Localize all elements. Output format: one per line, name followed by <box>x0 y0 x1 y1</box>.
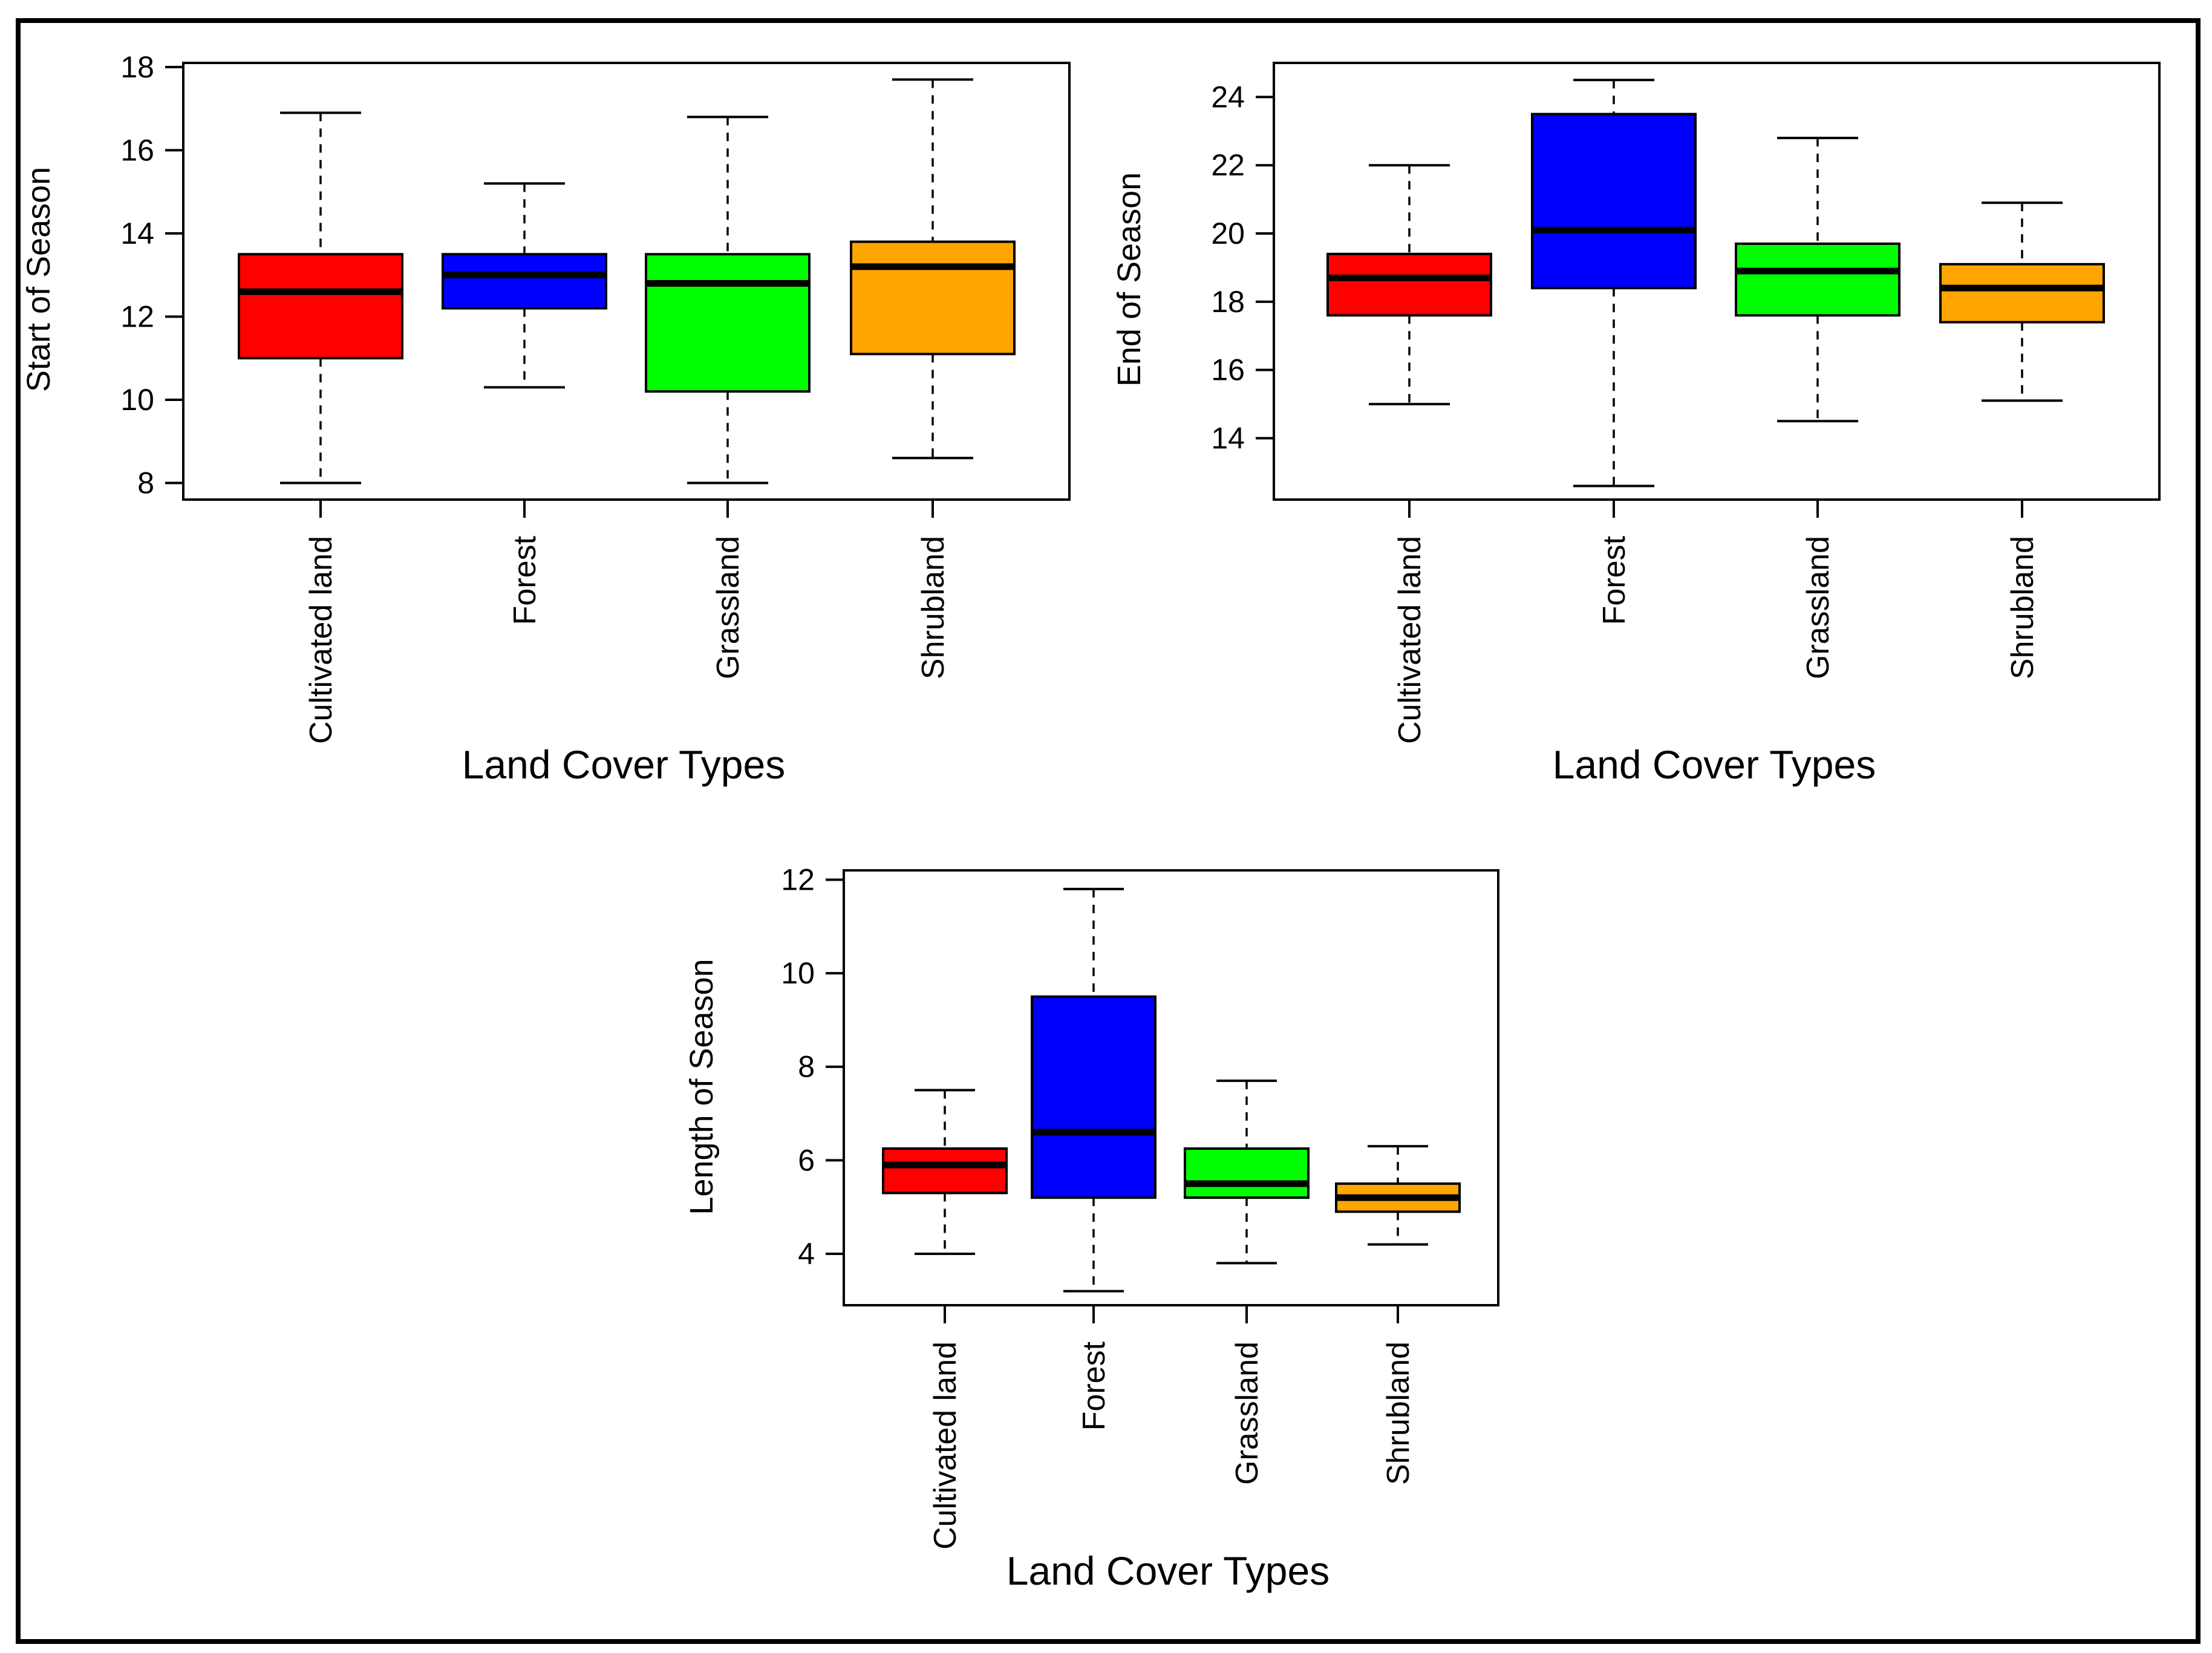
box-forest: Forest <box>1531 79 1697 625</box>
y-axis-title: End of Season <box>1111 172 1147 386</box>
x-category-label: Cultivated land <box>928 1342 963 1550</box>
iqr-box <box>882 1147 1008 1195</box>
x-category-label: Forest <box>1077 1341 1112 1430</box>
iqr-box <box>1735 242 1900 317</box>
iqr-box <box>1031 995 1157 1199</box>
y-tick-label: 18 <box>1211 285 1245 319</box>
y-axis-title: Length of Season <box>684 959 720 1214</box>
iqr-box <box>645 253 811 393</box>
x-category-label: Shrubland <box>1381 1342 1416 1485</box>
y-tick-label: 4 <box>798 1237 815 1271</box>
x-category-label: Shrubland <box>2005 536 2040 679</box>
y-tick-label: 8 <box>137 466 154 500</box>
box-cultivated-land: Cultivated land <box>882 1089 1008 1550</box>
x-axis-title: Land Cover Types <box>462 742 785 787</box>
y-tick-label: 16 <box>1211 353 1245 387</box>
panel-length-of-season: Length of Season Land Cover Types 4 6 8 10 1… <box>684 862 1499 1593</box>
iqr-box <box>238 253 403 360</box>
x-category-label: Grassland <box>711 536 746 679</box>
iqr-box <box>1939 262 2105 324</box>
x-category-label: Grassland <box>1801 536 1836 679</box>
y-tick-label: 18 <box>120 50 154 84</box>
x-category-label: Forest <box>507 535 543 625</box>
iqr-box <box>850 240 1016 356</box>
y-tick-label: 22 <box>1211 148 1245 182</box>
x-axis-title: Land Cover Types <box>1553 742 1876 787</box>
y-axis-title: Start of Season <box>21 167 57 392</box>
box-grassland: Grassland <box>1184 1079 1310 1485</box>
x-category-label: Cultivated land <box>304 536 339 744</box>
box-shrubland: Shrubland <box>850 78 1016 679</box>
box-grassland: Grassland <box>1735 137 1900 679</box>
box-forest: Forest <box>442 182 607 625</box>
box-forest: Forest <box>1031 887 1157 1430</box>
y-tick-label: 16 <box>120 133 154 167</box>
x-category-label: Shrubland <box>916 536 951 679</box>
iqr-box <box>1184 1147 1310 1199</box>
plot-frame <box>843 869 1499 1306</box>
box-cultivated-land: Cultivated land <box>1326 164 1492 744</box>
y-tick-label: 14 <box>120 217 154 250</box>
y-tick-label: 6 <box>798 1143 815 1177</box>
y-tick-label: 10 <box>120 383 154 417</box>
x-category-label: Forest <box>1597 535 1632 625</box>
iqr-box <box>1531 112 1697 290</box>
y-tick-label: 10 <box>781 956 815 990</box>
plot-frame <box>182 62 1071 501</box>
x-category-label: Cultivated land <box>1392 536 1427 744</box>
y-tick-label: 12 <box>120 299 154 333</box>
panel-start-of-season: Start of Season Land Cover Types 8 10 12 14… <box>21 50 1071 787</box>
plot-frame <box>1273 62 2161 501</box>
y-tick-label: 20 <box>1211 217 1245 250</box>
box-shrubland: Shrubland <box>1335 1145 1461 1485</box>
y-tick-label: 14 <box>1211 421 1245 455</box>
box-cultivated-land: Cultivated land <box>238 111 403 744</box>
box-shrubland: Shrubland <box>1939 201 2105 679</box>
iqr-box <box>442 253 607 310</box>
panel-end-of-season: End of Season Land Cover Types 14 16 18 20 2… <box>1111 62 2161 787</box>
y-tick-label: 8 <box>798 1050 815 1084</box>
x-axis-title: Land Cover Types <box>1006 1548 1329 1593</box>
y-tick-label: 12 <box>781 862 815 896</box>
iqr-box <box>1326 252 1492 317</box>
y-tick-label: 24 <box>1211 80 1245 114</box>
box-grassland: Grassland <box>645 116 811 679</box>
x-category-label: Grassland <box>1230 1342 1265 1485</box>
